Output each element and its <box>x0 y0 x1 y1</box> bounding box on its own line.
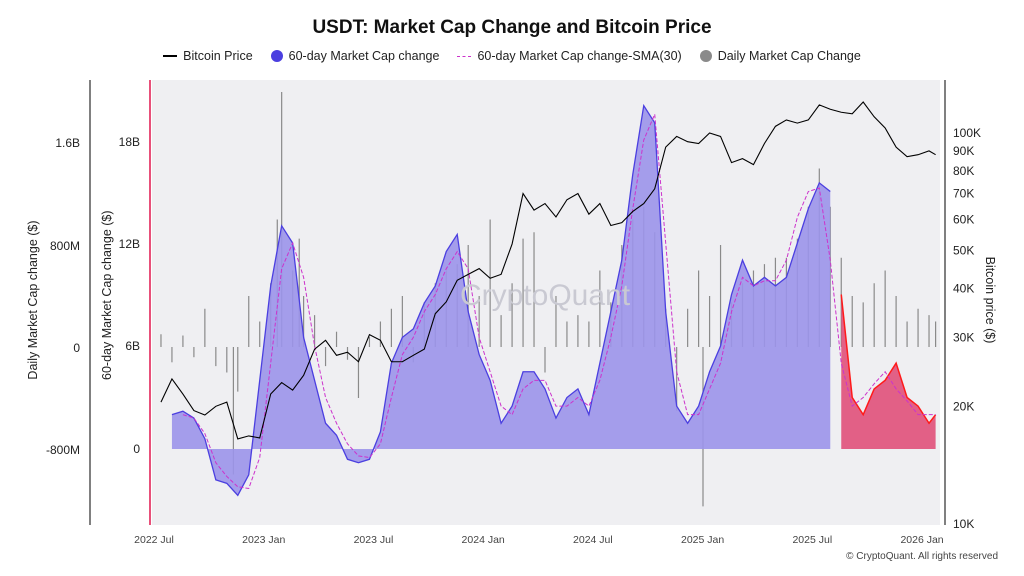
mcap-60d-highlight-area <box>841 294 936 449</box>
x-tick-label: 2023 Jan <box>242 534 285 546</box>
mcap-60d-line <box>171 103 831 497</box>
y-tick-label-btc: 10K <box>953 517 974 531</box>
x-tick-label: 2023 Jul <box>354 534 394 546</box>
y-tick-label-daily: 1.6B <box>55 136 80 150</box>
watermark-text: CryptoQuant <box>460 279 631 312</box>
chart-title: USDT: Market Cap Change and Bitcoin Pric… <box>312 17 712 38</box>
y-tick-label-btc: 60K <box>953 213 974 227</box>
legend-dash-swatch <box>457 55 472 57</box>
legend-label-sma: 60-day Market Cap change-SMA(30) <box>477 49 682 63</box>
legend: Bitcoin Price 60-day Market Cap change 6… <box>0 49 1024 63</box>
y-tick-label-60d: 12B <box>119 237 140 251</box>
y-tick-label-btc: 30K <box>953 330 974 344</box>
y-tick-label-60d: 18B <box>119 135 140 149</box>
x-tick-label: 2024 Jan <box>462 534 505 546</box>
x-tick-label: 2022 Jul <box>134 534 174 546</box>
y-tick-label-btc: 40K <box>953 282 974 296</box>
y-tick-label-btc: 70K <box>953 187 974 201</box>
copyright-text: © CryptoQuant. All rights reserved <box>846 551 998 562</box>
y-axis-title-btc: Bitcoin price ($) <box>983 256 997 344</box>
btc-price-line <box>160 101 936 440</box>
legend-label-mcap60: 60-day Market Cap change <box>288 49 440 63</box>
y-tick-label-btc: 50K <box>953 244 974 258</box>
legend-label-daily: Daily Market Cap Change <box>717 49 861 63</box>
legend-item-mcap60[interactable]: 60-day Market Cap change <box>270 49 440 63</box>
y-tick-label-btc: 100K <box>953 126 981 140</box>
y-tick-label-daily: 0 <box>73 341 80 355</box>
y-tick-label-60d: 0 <box>133 442 140 456</box>
legend-dot-swatch <box>699 50 712 62</box>
y-tick-label-btc: 20K <box>953 399 974 413</box>
y-axis-title-daily: Daily Market Cap change ($) <box>26 220 40 380</box>
y-tick-label-daily: 800M <box>50 239 80 253</box>
x-tick-label: 2024 Jul <box>573 534 613 546</box>
legend-label-btc: Bitcoin Price <box>183 49 253 63</box>
legend-item-btc[interactable]: Bitcoin Price <box>163 49 253 63</box>
legend-item-daily[interactable]: Daily Market Cap Change <box>699 49 861 63</box>
y-tick-label-daily: -800M <box>46 443 80 457</box>
y-tick-label-btc: 90K <box>953 144 974 158</box>
y-tick-label-60d: 6B <box>125 339 140 353</box>
x-tick-label: 2026 Jan <box>900 534 943 546</box>
y-axis-title-60d: 60-day Market Cap change ($) <box>100 210 114 380</box>
mcap-60d-area <box>171 105 831 496</box>
legend-item-sma[interactable]: 60-day Market Cap change-SMA(30) <box>457 49 682 63</box>
legend-dot-swatch <box>270 50 283 62</box>
y-tick-label-btc: 80K <box>953 164 974 178</box>
legend-line-swatch <box>163 55 178 57</box>
x-tick-label: 2025 Jan <box>681 534 724 546</box>
x-tick-label: 2025 Jul <box>792 534 832 546</box>
sma30-line <box>182 114 936 490</box>
